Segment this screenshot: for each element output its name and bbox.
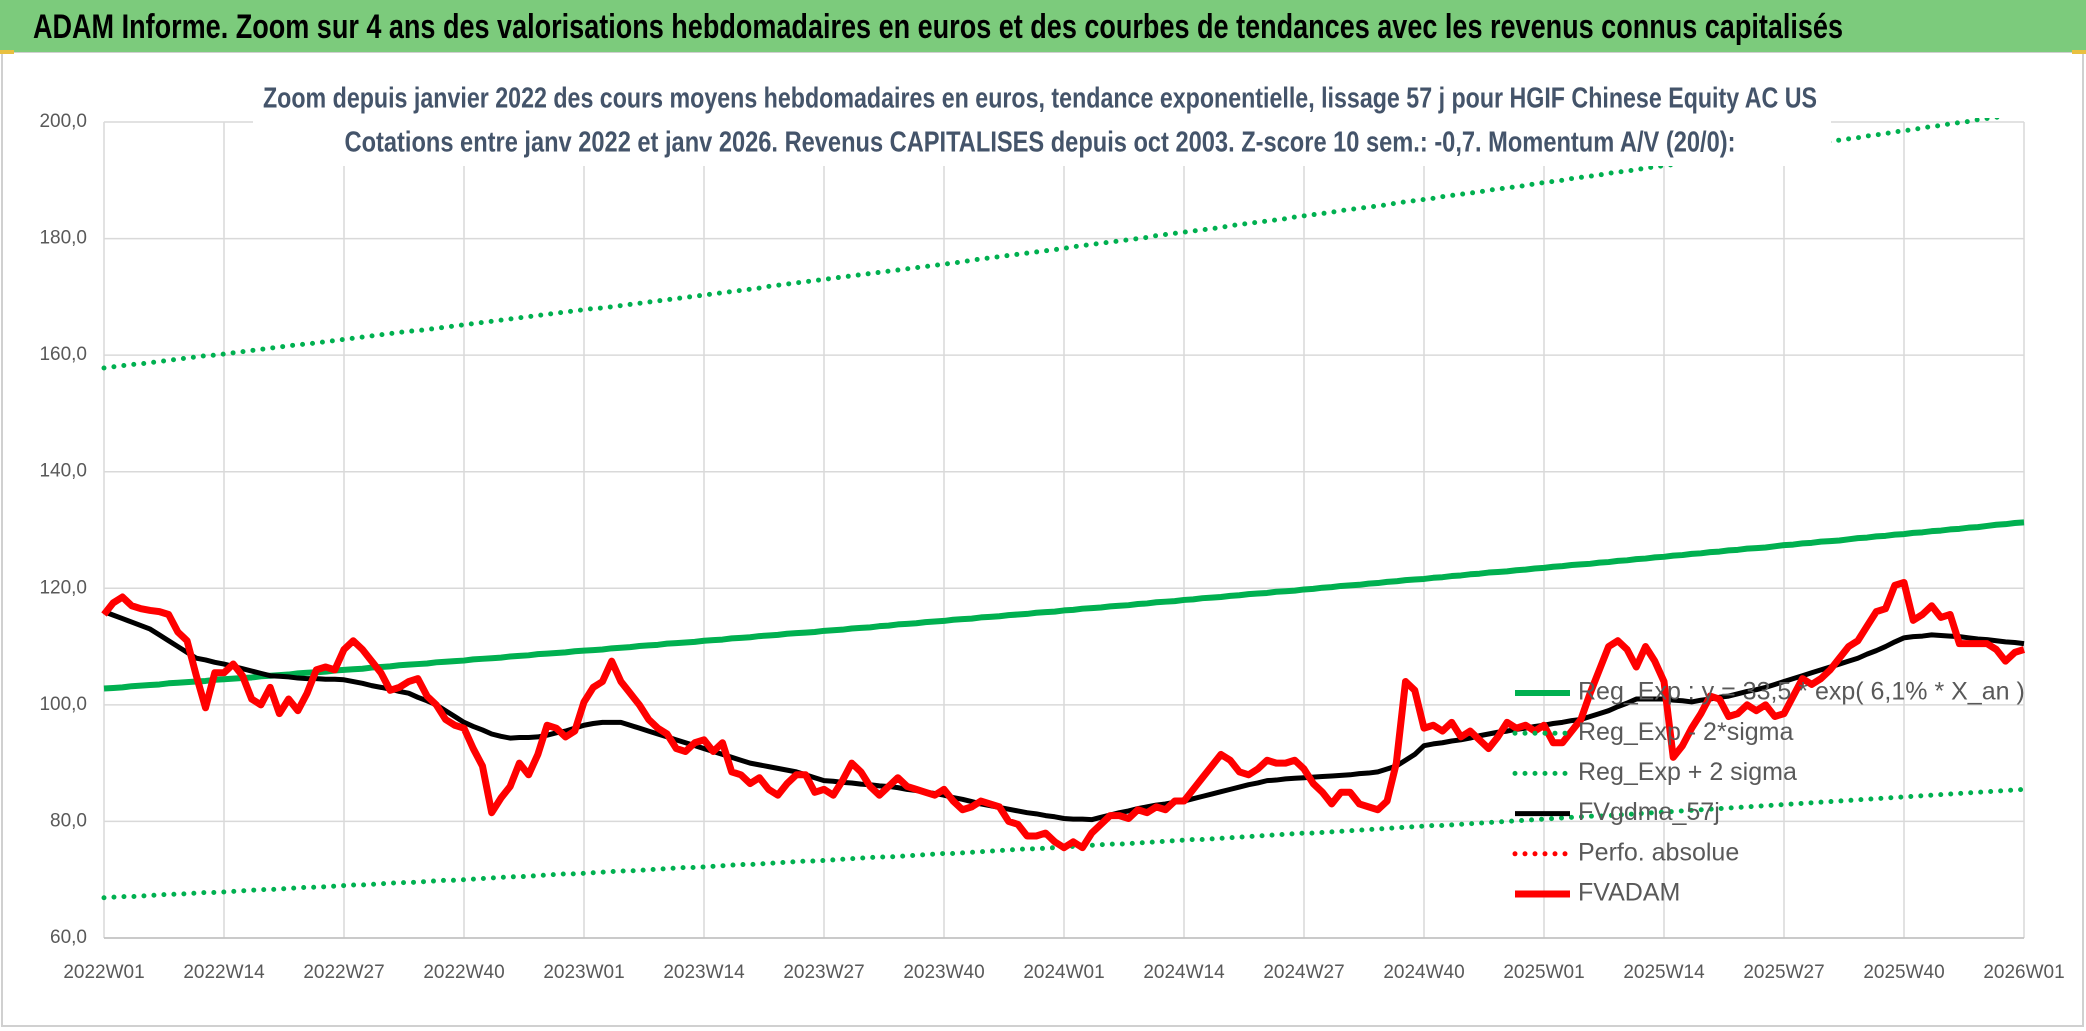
title-background: [253, 78, 1831, 166]
legend-label: Perfo. absolue: [1578, 838, 1739, 866]
y-tick-label: 200,0: [39, 111, 87, 132]
y-tick-label: 80,0: [50, 810, 87, 831]
chart-subtitle: Cotations entre janv 2022 et janv 2026. …: [345, 127, 1736, 159]
y-tick-label: 60,0: [50, 927, 87, 948]
x-tick-label: 2022W14: [183, 962, 265, 983]
x-tick-label: 2024W01: [1023, 962, 1104, 983]
legend-label: Reg_Exp + 2 sigma: [1578, 758, 1797, 786]
x-tick-label: 2022W40: [423, 962, 504, 983]
legend: Reg_Exp : y = 33,5 * exp( 6,1% * X_an ) R…: [1512, 678, 2025, 907]
chart-title: Zoom depuis janvier 2022 des cours moyen…: [263, 83, 1817, 115]
x-tick-label: 2025W27: [1743, 962, 1824, 983]
plot-lines: [101, 118, 2027, 901]
x-tick-label: 2024W14: [1143, 962, 1225, 983]
x-tick-label: 2022W01: [63, 962, 144, 983]
series-line: [101, 118, 2007, 371]
y-tick-label: 120,0: [39, 577, 87, 598]
series-line: [103, 519, 2025, 692]
legend-label: Reg_Exp - 2*sigma: [1578, 718, 1793, 746]
series-line: [101, 578, 2026, 852]
corner-mark: [2072, 50, 2086, 54]
header-title: ADAM Informe. Zoom sur 4 ans des valoris…: [33, 8, 1843, 46]
y-tick-label: 100,0: [39, 694, 87, 715]
corner-mark: [0, 50, 14, 54]
x-tick-label: 2023W01: [543, 962, 624, 983]
x-tick-label: 2025W01: [1503, 962, 1584, 983]
x-tick-label: 2025W40: [1863, 962, 1944, 983]
x-tick-label: 2023W40: [903, 962, 984, 983]
x-tick-label: 2022W27: [303, 962, 384, 983]
x-tick-label: 2023W27: [783, 962, 864, 983]
legend-label: FVgdma_57j: [1578, 798, 1720, 826]
legend-label: FVADAM: [1578, 879, 1680, 907]
x-tick-label: 2024W40: [1383, 962, 1464, 983]
header-bar: [0, 0, 2086, 52]
y-tick-label: 160,0: [39, 344, 87, 365]
y-tick-label: 140,0: [39, 461, 87, 482]
x-tick-label: 2024W27: [1263, 962, 1344, 983]
x-tick-label: 2025W14: [1623, 962, 1705, 983]
x-tick-label: 2026W01: [1983, 962, 2064, 983]
y-tick-label: 180,0: [39, 228, 87, 249]
x-tick-label: 2023W14: [663, 962, 745, 983]
series-line: [103, 609, 2025, 823]
legend-label: Reg_Exp : y = 33,5 * exp( 6,1% * X_an ): [1578, 678, 2025, 706]
